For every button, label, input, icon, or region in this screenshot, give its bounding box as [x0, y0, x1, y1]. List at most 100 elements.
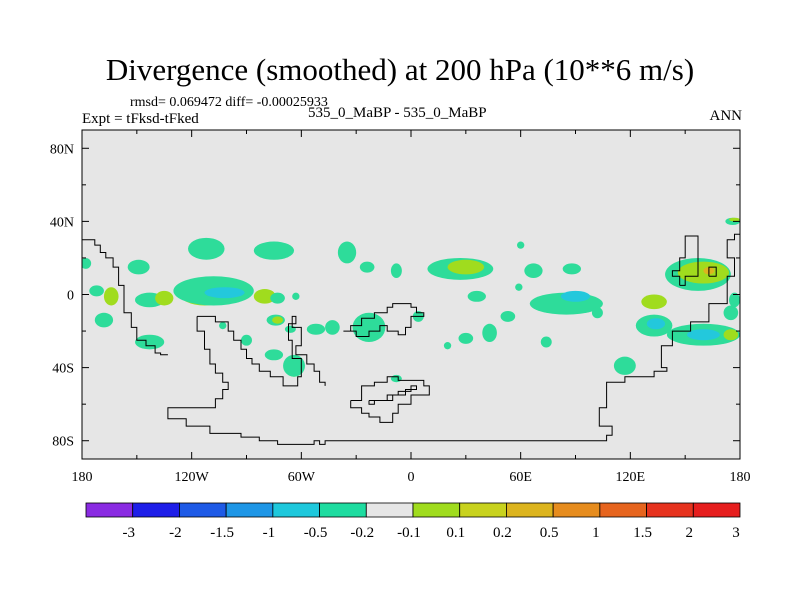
- contour-region-lime: [723, 329, 739, 341]
- colorbar-swatch: [646, 502, 694, 518]
- contour-region-green: [264, 349, 284, 361]
- contour-region-lime: [253, 289, 276, 304]
- contour-region-green: [292, 292, 300, 300]
- season-label: ANN: [709, 108, 743, 124]
- contour-region-green: [283, 354, 305, 377]
- contour-region-green: [458, 332, 474, 344]
- colorbar-label: -2: [169, 525, 182, 541]
- colorbar-swatch: [132, 502, 180, 518]
- colorbar-label: -0.2: [350, 525, 374, 541]
- contour-region-green: [562, 263, 581, 275]
- coastline-5: [343, 303, 425, 337]
- colorbar-swatch: [85, 502, 134, 518]
- contour-region-green: [135, 334, 165, 350]
- x-tick-label: 180: [72, 470, 93, 485]
- contour-region-cyan: [204, 287, 245, 299]
- contour-region-green: [591, 307, 603, 319]
- contour-region-green: [515, 283, 523, 291]
- contour-region-lime: [447, 259, 485, 275]
- x-tick-label: 60W: [288, 470, 316, 485]
- contour-region-cyan: [560, 290, 591, 302]
- contour-region-green: [82, 257, 92, 269]
- experiment-label: Expt = tFksd-tFked: [82, 111, 199, 127]
- contour-region-green: [482, 323, 497, 343]
- colorbar-label: -1.5: [210, 525, 234, 541]
- coastline-2: [167, 233, 740, 445]
- coastline-0: [82, 239, 168, 356]
- statistics-text: rmsd= 0.069472 diff= -0.00025933: [130, 95, 328, 110]
- x-tick-label: 0: [408, 470, 415, 485]
- colorbar-label: -0.1: [397, 525, 421, 541]
- contour-region-lime: [641, 294, 667, 310]
- colorbar-label: -0.5: [304, 525, 328, 541]
- y-tick-label: 80N: [50, 142, 74, 157]
- x-tick-label: 120W: [175, 470, 210, 485]
- colorbar-swatch: [506, 502, 554, 518]
- x-tick-label: 60E: [509, 470, 532, 485]
- y-tick-label: 40N: [50, 215, 74, 230]
- x-tick-label: 180: [730, 470, 751, 485]
- coastlines: [82, 233, 740, 445]
- plot-title: Divergence (smoothed) at 200 hPa (10**6 …: [105, 52, 695, 87]
- y-tick-label: 40S: [52, 362, 74, 377]
- colorbar-swatch: [599, 502, 647, 518]
- coastline-1: [197, 315, 326, 387]
- colorbar-swatch: [319, 502, 367, 518]
- contour-region-green: [359, 261, 375, 273]
- colorbar: -3 -2 -1.5 -1 -0.5 -0.2 -0.1 0.1 0.2 0.5 1 1.5 2 3: [85, 502, 741, 541]
- contour-region-green: [443, 342, 452, 350]
- contour-region-green: [390, 263, 402, 279]
- contour-region-green: [188, 237, 225, 260]
- contour-region-green: [723, 305, 739, 321]
- contour-region-cyan: [686, 329, 720, 341]
- colorbar-swatch: [225, 502, 274, 518]
- colorbar-swatch: [459, 502, 507, 518]
- contour-region-green: [540, 336, 552, 348]
- colorbar-swatch: [179, 502, 227, 518]
- coastline-7: [708, 266, 717, 277]
- colorbar-label: 1.5: [633, 525, 652, 541]
- contour-region-green: [517, 241, 525, 249]
- coastline-4: [368, 385, 417, 405]
- colorbar-swatch: [552, 502, 601, 518]
- contour-region-green: [306, 323, 326, 335]
- contour-region-green: [270, 292, 285, 304]
- y-axis: 80N 40N 0 40S 80S: [50, 142, 740, 450]
- colorbar-swatch: [692, 502, 741, 518]
- contour-region-green: [500, 310, 516, 322]
- contour-region-green: [219, 321, 227, 330]
- colorbar-label: -3: [122, 525, 135, 541]
- x-axis: 180 120W 60W 0 60E 120E 180: [72, 130, 751, 485]
- colorbar-label: 2: [686, 525, 694, 541]
- contour-region-lime: [729, 217, 740, 222]
- contour-region-green: [524, 263, 543, 279]
- colorbar-label: 0.5: [540, 525, 559, 541]
- contour-region-green: [352, 312, 386, 343]
- colorbar-label: 0.1: [446, 525, 465, 541]
- contour-region-lime: [272, 316, 284, 324]
- y-tick-label: 80S: [52, 435, 74, 450]
- colorbar-label: -1: [263, 525, 276, 541]
- colorbar-swatch: [272, 502, 320, 518]
- contour-region-green: [325, 320, 340, 335]
- contour-region-green: [89, 285, 104, 297]
- divergence-contours: [82, 217, 740, 383]
- contour-region-green: [613, 356, 636, 375]
- contour-region-lime: [155, 290, 174, 306]
- contour-region-green: [94, 312, 114, 328]
- contour-region-green: [729, 292, 740, 308]
- contour-region-green: [127, 259, 150, 275]
- contour-region-green: [337, 241, 357, 264]
- colorbar-label: 1: [592, 525, 600, 541]
- contour-region-green: [241, 334, 252, 346]
- coastline-3: [350, 376, 430, 423]
- case-label: 535_0_MaBP - 535_0_MaBP: [308, 105, 487, 121]
- y-tick-label: 0: [67, 289, 74, 304]
- contour-region-green: [253, 241, 295, 260]
- contour-region-green: [284, 325, 296, 333]
- contour-region-cyan: [646, 318, 666, 330]
- contour-region-lime: [103, 287, 119, 306]
- colorbar-swatch: [412, 502, 461, 518]
- colorbar-label: 3: [732, 525, 740, 541]
- colorbar-label: 0.2: [493, 525, 512, 541]
